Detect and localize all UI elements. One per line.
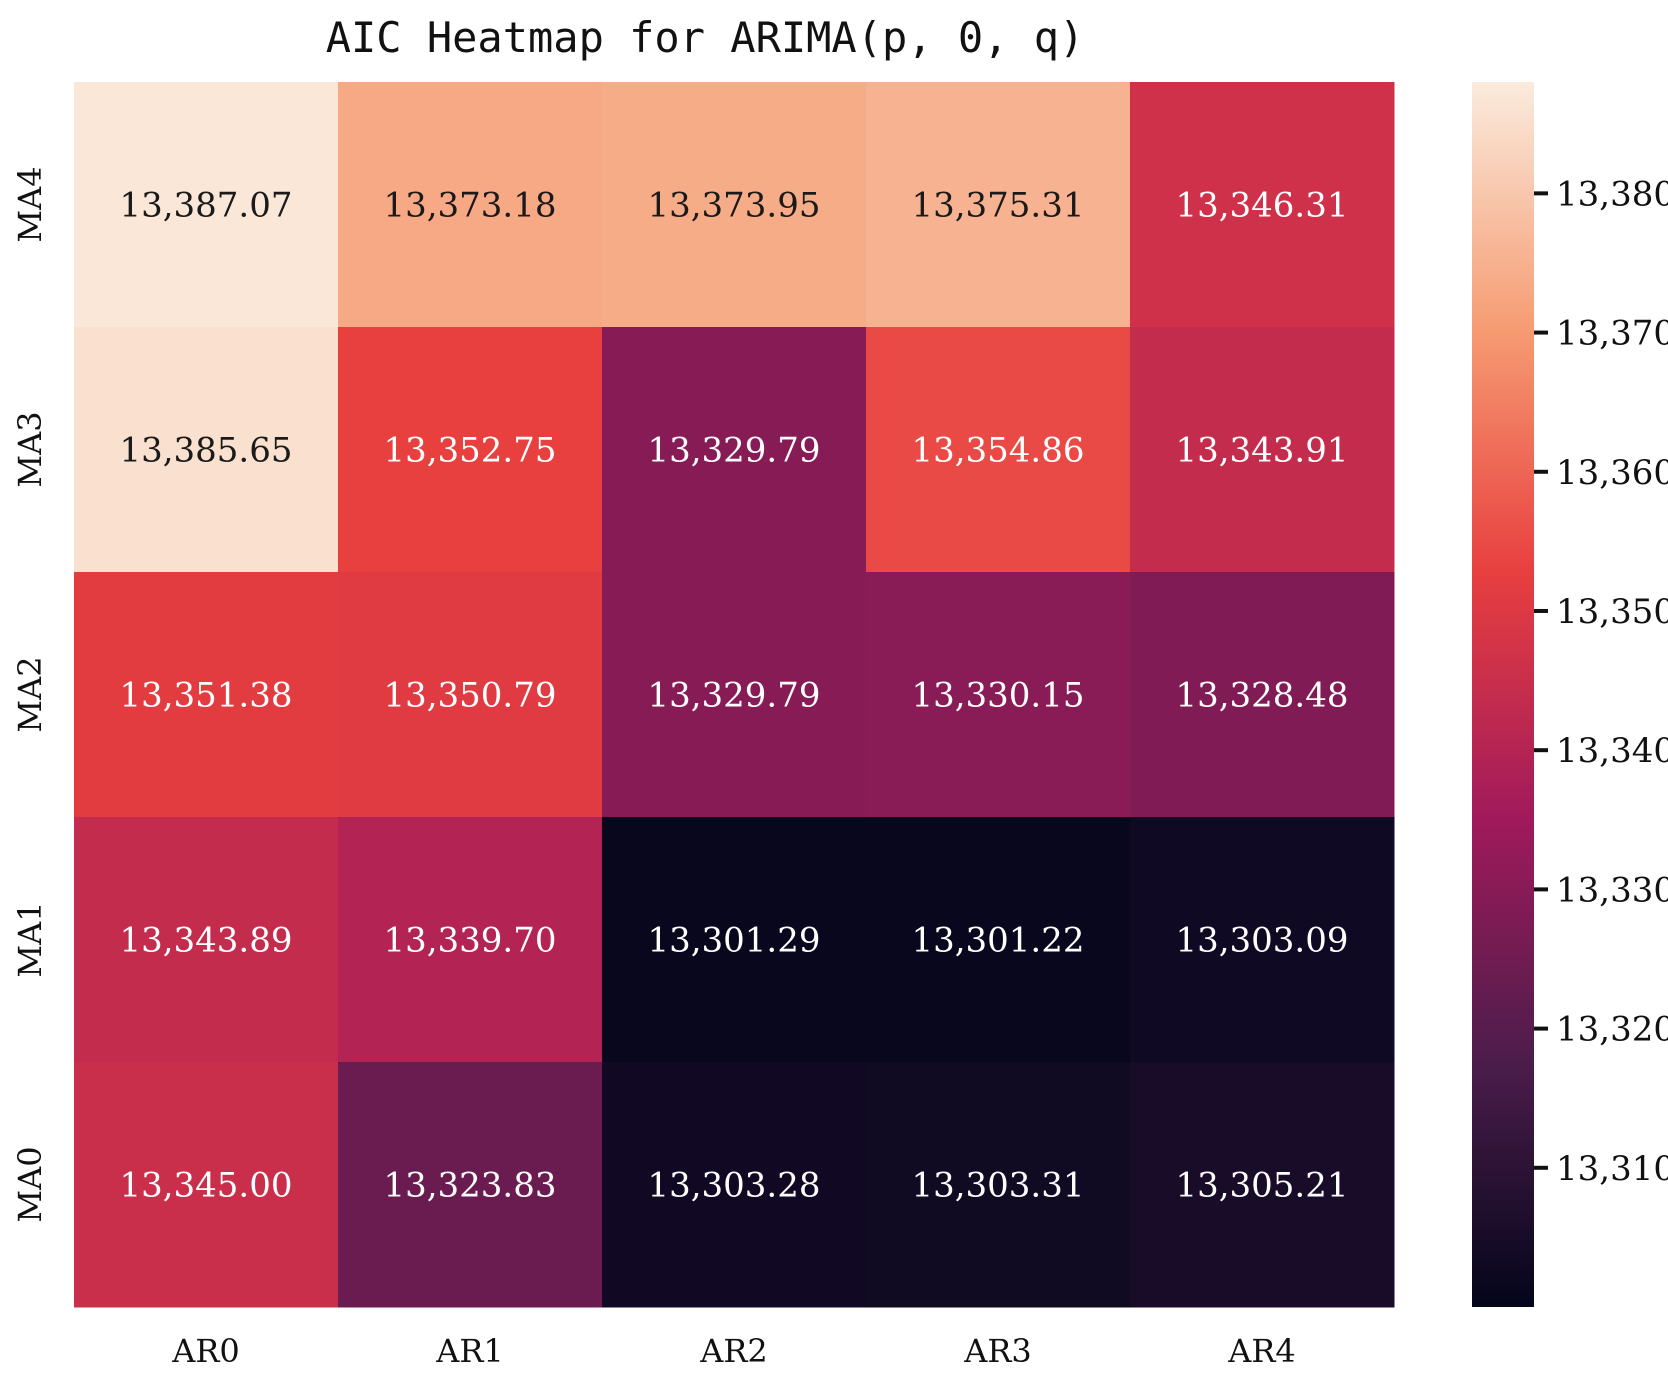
heatmap-cell-ma0-ar0 (74, 1062, 339, 1308)
heatmap-cell-ma0-ar2 (602, 1062, 867, 1308)
colorbar-tick-label: 13,350 (1556, 592, 1668, 632)
cell-value-label: 13,301.22 (911, 921, 1084, 961)
chart-title: AIC Heatmap for ARIMA(p, 0, q) (326, 13, 1085, 62)
heatmap-cell-ma4-ar3 (866, 82, 1131, 328)
heatmap-cell-ma3-ar3 (866, 327, 1131, 573)
heatmap-cell-ma3-ar2 (602, 327, 867, 573)
cell-value-label: 13,352.75 (383, 431, 556, 471)
y-axis: MA4 MA3 MA2 MA1 MA0 (11, 166, 49, 1222)
colorbar-tick-label: 13,330 (1556, 870, 1668, 910)
heatmap-cell-ma0-ar4 (1130, 1062, 1395, 1308)
heatmap-cell-ma2-ar1 (338, 572, 603, 818)
heatmap-cell-ma2-ar4 (1130, 572, 1395, 818)
cell-value-label: 13,328.48 (1175, 676, 1348, 716)
colorbar-tick-label: 13,340 (1556, 731, 1668, 771)
cell-value-label: 13,373.18 (383, 186, 556, 226)
cell-value-label: 13,305.21 (1175, 1166, 1348, 1206)
cell-value-label: 13,323.83 (383, 1166, 556, 1206)
heatmap-cell-ma2-ar2 (602, 572, 867, 818)
cell-value-label: 13,375.31 (911, 186, 1084, 226)
heatmap-cell-ma1-ar0 (74, 817, 339, 1063)
heatmap-cell-ma1-ar2 (602, 817, 867, 1063)
heatmap-cells: 13,387.07 13,373.18 13,373.95 13,375.31 13,3… (74, 82, 1395, 1308)
y-tick-label: MA1 (11, 901, 49, 977)
cell-value-label: 13,354.86 (911, 431, 1084, 471)
cell-value-label: 13,303.28 (647, 1166, 820, 1206)
colorbar: 13,310 13,320 13,330 13,340 13,350 13,360 13,3… (1472, 82, 1668, 1307)
cell-value-label: 13,301.29 (647, 921, 820, 961)
cell-value-label: 13,387.07 (119, 186, 292, 226)
heatmap-cell-ma2-ar3 (866, 572, 1131, 818)
heatmap-cell-ma1-ar4 (1130, 817, 1395, 1063)
heatmap-cell-ma1-ar1 (338, 817, 603, 1063)
heatmap-cell-ma3-ar0 (74, 327, 339, 573)
colorbar-tick-label: 13,310 (1556, 1149, 1668, 1189)
cell-value-label: 13,330.15 (911, 676, 1084, 716)
heatmap-cell-ma3-ar4 (1130, 327, 1395, 573)
heatmap-cell-ma1-ar3 (866, 817, 1131, 1063)
colorbar-ticks: 13,310 13,320 13,330 13,340 13,350 13,360 13,3… (1534, 174, 1668, 1189)
colorbar-tick-label: 13,360 (1556, 453, 1668, 493)
y-tick-label: MA2 (11, 656, 49, 732)
colorbar-gradient (1472, 82, 1534, 1307)
cell-value-label: 13,351.38 (119, 676, 292, 716)
heatmap-cell-ma3-ar1 (338, 327, 603, 573)
cell-value-label: 13,350.79 (383, 676, 556, 716)
cell-value-label: 13,385.65 (119, 431, 292, 471)
colorbar-tick-label: 13,380 (1556, 174, 1668, 214)
x-tick-label: AR0 (171, 1332, 240, 1370)
cell-value-label: 13,343.89 (119, 921, 292, 961)
cell-value-label: 13,329.79 (647, 676, 820, 716)
cell-value-label: 13,303.09 (1175, 921, 1348, 961)
cell-value-label: 13,343.91 (1175, 431, 1348, 471)
cell-value-label: 13,329.79 (647, 431, 820, 471)
x-tick-label: AR2 (699, 1332, 768, 1370)
cell-value-label: 13,345.00 (119, 1166, 292, 1206)
x-tick-label: AR4 (1227, 1332, 1296, 1370)
heatmap-cell-ma4-ar4 (1130, 82, 1395, 328)
cell-value-label: 13,303.31 (911, 1166, 1084, 1206)
cell-value-label: 13,346.31 (1175, 186, 1348, 226)
cell-value-label: 13,373.95 (647, 186, 820, 226)
x-tick-label: AR3 (963, 1332, 1032, 1370)
heatmap-cell-ma0-ar3 (866, 1062, 1131, 1308)
heatmap-cell-ma0-ar1 (338, 1062, 603, 1308)
y-tick-label: MA4 (11, 166, 49, 242)
y-tick-label: MA3 (11, 411, 49, 487)
heatmap-cell-ma2-ar0 (74, 572, 339, 818)
cell-value-label: 13,339.70 (383, 921, 556, 961)
colorbar-tick-label: 13,370 (1556, 314, 1668, 354)
x-tick-label: AR1 (435, 1332, 504, 1370)
heatmap-cell-ma4-ar1 (338, 82, 603, 328)
heatmap-cell-ma4-ar2 (602, 82, 867, 328)
y-tick-label: MA0 (11, 1146, 49, 1222)
colorbar-tick-label: 13,320 (1556, 1010, 1668, 1050)
x-axis: AR0 AR1 AR2 AR3 AR4 (171, 1332, 1296, 1370)
heatmap-cell-ma4-ar0 (74, 82, 339, 328)
